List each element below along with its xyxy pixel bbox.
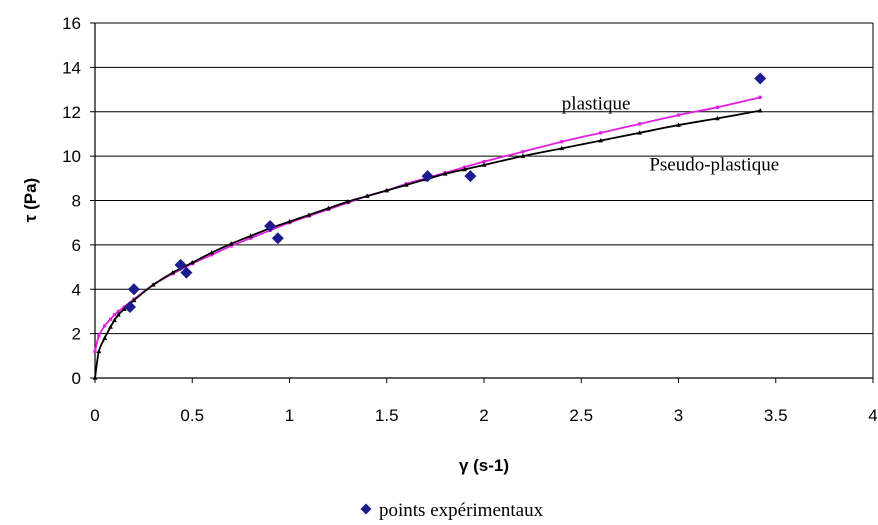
data-point-pseudo-plastique: [403, 182, 409, 187]
data-point-plastique: [97, 334, 101, 338]
data-point-experimental: [180, 266, 193, 279]
series-pseudo-plastique: [92, 108, 763, 380]
x-tick-label: 0.5: [180, 406, 204, 425]
tick-labels: 0 2 4 6 8 10 12 14 16 0 0.5 1 1.5 2 2.5 3 3.5 4: [62, 14, 878, 425]
curve-label: plastique: [562, 94, 631, 115]
data-point-pseudo-plastique: [462, 166, 467, 172]
x-tick-label: 2.5: [569, 406, 593, 425]
data-point-plastique: [249, 236, 253, 240]
data-point-pseudo-plastique: [96, 348, 102, 354]
data-point-plastique: [112, 313, 117, 317]
data-point-pseudo-plastique: [442, 171, 448, 176]
data-point-plastique: [108, 317, 113, 321]
x-tick-label: 1: [285, 406, 294, 425]
data-point-pseudo-plastique: [150, 282, 156, 287]
data-point-pseudo-plastique: [92, 375, 98, 380]
data-point-plastique: [482, 160, 486, 164]
data-point-experimental: [464, 170, 477, 183]
data-point-plastique: [103, 324, 107, 328]
data-point-pseudo-plastique: [384, 187, 390, 193]
y-tick-label: 14: [62, 58, 81, 77]
grid-lines: [95, 22, 873, 335]
x-tick-label: 0: [90, 406, 99, 425]
data-point-pseudo-plastique: [121, 306, 127, 312]
y-axis-title: τ (Pa): [21, 178, 40, 222]
x-tick-label: 2: [479, 406, 488, 425]
series-line-pseudo-plastique: [94, 109, 761, 379]
data-point-experimental: [264, 220, 277, 233]
data-point-plastique: [521, 150, 525, 154]
y-tick-label: 10: [62, 147, 81, 166]
data-point-plastique: [560, 140, 564, 144]
data-point-experimental: [421, 170, 434, 183]
data-point-pseudo-plastique: [598, 137, 604, 143]
series-points-experimentaux: [124, 72, 767, 313]
data-point-plastique: [210, 253, 214, 257]
data-point-pseudo-plastique: [481, 162, 487, 167]
x-tick-label: 3.5: [764, 406, 788, 425]
data-point-plastique: [758, 95, 762, 99]
data-point-plastique: [715, 105, 719, 109]
data-point-pseudo-plastique: [115, 312, 121, 317]
data-point-experimental: [127, 283, 140, 296]
y-tick-label: 0: [72, 369, 81, 388]
legend-label: points expérimentaux: [379, 500, 544, 521]
series-layer: [92, 72, 767, 380]
y-tick-label: 12: [62, 103, 81, 122]
x-tick-label: 4: [868, 406, 877, 425]
data-point-plastique: [93, 349, 97, 353]
data-point-pseudo-plastique: [228, 241, 234, 246]
data-point-plastique: [599, 131, 603, 135]
data-point-pseudo-plastique: [112, 317, 117, 323]
y-tick-label: 2: [72, 325, 81, 344]
data-point-pseudo-plastique: [364, 193, 370, 198]
y-tick-label: 6: [72, 236, 81, 255]
data-point-pseudo-plastique: [170, 270, 176, 275]
x-tick-label: 1.5: [375, 406, 399, 425]
data-point-experimental: [754, 72, 767, 85]
data-point-pseudo-plastique: [345, 199, 351, 204]
y-tick-label: 8: [72, 192, 81, 211]
data-point-pseudo-plastique: [108, 324, 113, 329]
data-point-plastique: [638, 122, 642, 126]
axes: [90, 22, 874, 383]
legend: points expérimentaux: [360, 500, 544, 521]
data-point-pseudo-plastique: [209, 250, 215, 255]
data-point-pseudo-plastique: [757, 108, 763, 113]
legend-diamond-icon: [360, 503, 372, 515]
series-line-plastique: [94, 96, 761, 352]
y-tick-label: 16: [62, 14, 81, 33]
data-point-pseudo-plastique: [326, 205, 331, 211]
data-point-pseudo-plastique: [189, 260, 195, 265]
series-plastique: [93, 95, 762, 353]
curve-label: Pseudo-plastique: [649, 155, 779, 176]
data-point-experimental: [124, 301, 137, 313]
data-point-pseudo-plastique: [306, 212, 312, 217]
data-point-pseudo-plastique: [559, 145, 565, 151]
data-point-pseudo-plastique: [131, 297, 137, 303]
data-point-plastique: [229, 244, 233, 248]
data-point-experimental: [174, 258, 187, 271]
data-point-plastique: [676, 113, 681, 117]
data-point-experimental: [271, 232, 284, 245]
data-point-pseudo-plastique: [287, 218, 292, 224]
y-tick-label: 4: [72, 280, 81, 299]
x-tick-label: 3: [674, 406, 683, 425]
data-point-plastique: [116, 309, 120, 314]
data-point-pseudo-plastique: [248, 233, 253, 238]
annotations: plastique Pseudo-plastique: [562, 94, 779, 176]
data-point-pseudo-plastique: [676, 122, 681, 127]
data-point-pseudo-plastique: [102, 335, 108, 340]
data-point-pseudo-plastique: [520, 153, 526, 158]
data-point-pseudo-plastique: [637, 130, 642, 135]
x-axis-title: γ (s-1): [459, 456, 509, 475]
data-point-pseudo-plastique: [715, 115, 720, 121]
